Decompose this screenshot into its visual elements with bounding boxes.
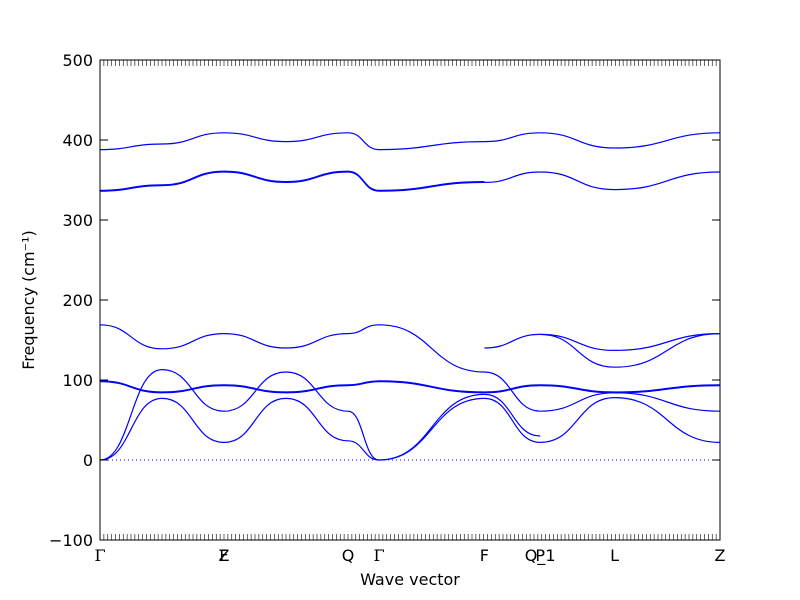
x-tick-label: P: [535, 546, 545, 565]
x-axis-label: Wave vector: [360, 570, 460, 589]
phonon-band: [378, 380, 485, 393]
phonon-band: [614, 171, 721, 191]
phonon-band: [223, 397, 380, 461]
phonon-band: [99, 132, 225, 151]
x-tick-label: F: [480, 546, 489, 565]
y-tick-label: −100: [49, 531, 93, 550]
phonon-band: [378, 324, 485, 373]
x-tick-label: L: [610, 546, 619, 565]
phonon-band: [99, 170, 225, 191]
phonon-band: [223, 170, 380, 191]
phonon-band: [378, 141, 485, 151]
phonon-band: [540, 333, 615, 368]
x-tick-label: Q_1: [525, 546, 556, 566]
phonon-band: [614, 397, 721, 443]
phonon-band: [540, 397, 615, 443]
x-tick-label: Γ: [94, 546, 105, 565]
x-axis: Γ FZ Q Γ F PQ_1 L Z: [94, 60, 726, 566]
phonon-band: [614, 392, 721, 412]
phonon-band: [484, 333, 541, 349]
phonon-band: [99, 368, 225, 461]
phonon-band: [540, 171, 615, 191]
phonon-band: [99, 171, 225, 192]
phonon-band: [484, 385, 541, 394]
y-axis: −100 0 100 200 300 400 500: [49, 51, 720, 550]
phonon-band: [99, 397, 225, 461]
phonon-band: [484, 371, 541, 412]
phonon-band: [484, 397, 541, 443]
phonon-band: [99, 324, 225, 350]
phonon-band: [378, 381, 485, 394]
phonon-band: [223, 380, 380, 393]
phonon-band: [378, 181, 485, 191]
phonon-band: [484, 171, 541, 183]
phonon-band: [614, 385, 721, 394]
phonon-band: [540, 333, 615, 351]
phonon-band: [614, 384, 721, 393]
phonon-band: [484, 132, 541, 143]
x-tick-label: Q: [342, 546, 355, 565]
y-tick-label: 500: [62, 51, 93, 70]
y-tick-label: 300: [62, 211, 93, 230]
phonon-band: [614, 132, 721, 149]
y-axis-label: Frequency (cm⁻¹): [19, 230, 38, 369]
y-tick-label: 0: [83, 451, 93, 470]
x-tick-label: Z: [219, 546, 230, 565]
phonon-band: [540, 392, 615, 412]
phonon-band: [378, 181, 485, 192]
phonon-band: [223, 132, 380, 151]
phonon-band: [223, 324, 380, 349]
phonon-band: [378, 393, 485, 461]
x-tick-label: F: [219, 546, 228, 565]
y-tick-label: 100: [62, 371, 93, 390]
plot-area: [99, 132, 721, 461]
phonon-band: [223, 371, 380, 461]
phonon-band: [540, 385, 615, 394]
phonon-band: [614, 333, 721, 351]
phonon-band: [540, 132, 615, 149]
phonon-band: [99, 381, 225, 394]
x-tick-label: Z: [715, 546, 726, 565]
y-tick-label: 200: [62, 291, 93, 310]
phonon-band: [223, 381, 380, 394]
y-tick-label: 400: [62, 131, 93, 150]
plot-frame: [99, 59, 721, 541]
x-tick-label: Γ: [373, 546, 384, 565]
phonon-band: [99, 380, 225, 393]
phonon-band: [540, 384, 615, 393]
phonon-band: [614, 333, 721, 368]
phonon-band: [484, 384, 541, 393]
phonon-band: [484, 393, 541, 437]
